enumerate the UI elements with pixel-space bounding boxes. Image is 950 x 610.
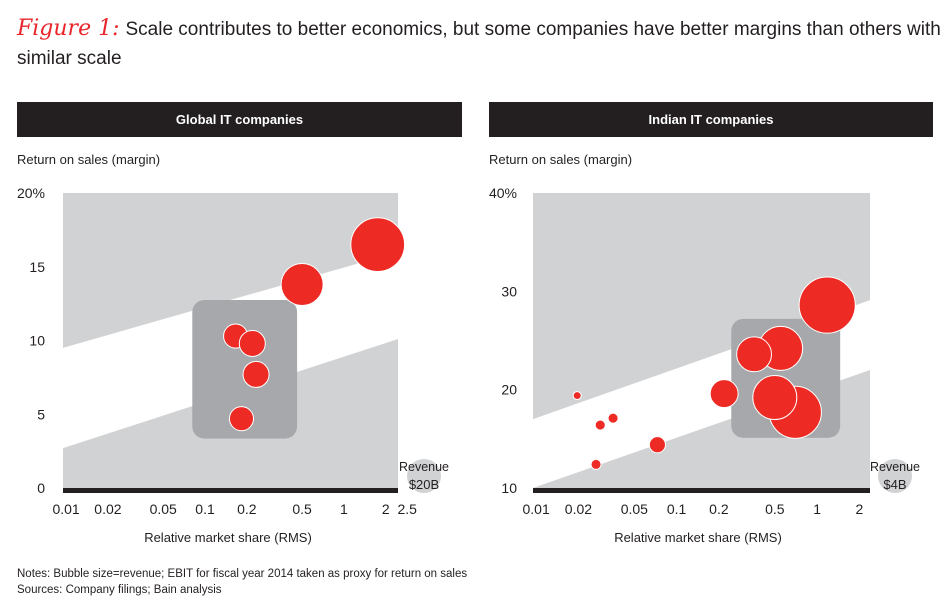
y-tick-label: 0: [37, 480, 45, 496]
y-axis-label-global: Return on sales (margin): [17, 152, 161, 167]
bubble-2: [736, 336, 773, 373]
bubble-9: [594, 419, 606, 431]
legend-value: $4B: [883, 477, 906, 492]
bubble-8: [607, 412, 619, 424]
x-tick-label: 2: [382, 501, 390, 517]
chart-indian: 10 20 30 40% 0.01 0.02 0.05 0.1 0.2 0.5 1 2 Relative…: [489, 185, 920, 545]
y-tick-label: 15: [29, 259, 45, 275]
notes: Notes: Bubble size=revenue; EBIT for fis…: [17, 566, 467, 598]
panel-header-global: Global IT companies: [17, 102, 462, 137]
x-tick-label: 2.5: [397, 501, 417, 517]
bubble-6: [648, 436, 666, 454]
x-tick-label: 1: [813, 501, 821, 517]
y-tick-label: 40%: [489, 185, 517, 201]
legend-value: $20B: [409, 477, 439, 492]
y-tick-label: 20%: [17, 185, 45, 201]
x-axis-line: [533, 488, 870, 493]
x-tick-label: 0.05: [621, 501, 648, 517]
bubble-5: [709, 379, 739, 409]
y-tick-label: 10: [29, 333, 45, 349]
legend-bubble: [407, 459, 441, 493]
x-tick-label: 0.2: [237, 501, 257, 517]
figure-title: Figure 1: Scale contributes to better eco…: [17, 14, 942, 73]
y-tick-label: 20: [501, 382, 517, 398]
x-tick-label: 0.02: [94, 501, 121, 517]
bubble-1: [280, 262, 324, 306]
panel-header-indian: Indian IT companies: [489, 102, 933, 137]
x-tick-label: 2: [855, 501, 863, 517]
bubble-4: [242, 360, 270, 388]
figure-title-text: Scale contributes to better economics, b…: [17, 19, 941, 69]
y-tick-label: 30: [501, 283, 517, 299]
bubble-5: [228, 406, 254, 432]
y-tick-label: 5: [37, 406, 45, 422]
x-tick-label: 0.5: [292, 501, 312, 517]
x-tick-label: 0.05: [150, 501, 177, 517]
x-tick-label: 0.1: [667, 501, 687, 517]
bubble-3: [238, 329, 266, 357]
legend-bubble: [878, 459, 912, 493]
x-axis-label: Relative market share (RMS): [144, 530, 312, 545]
chart-global: 0 5 10 15 20% 0.01 0.02 0.05 0.1 0.2 0.5 1 2 2.5 Relat…: [17, 185, 449, 545]
bubble-4: [752, 375, 798, 421]
x-axis-label: Relative market share (RMS): [614, 530, 782, 545]
figure-label: Figure 1:: [17, 16, 120, 41]
x-axis-line: [63, 488, 398, 493]
legend-label: Revenue: [870, 460, 920, 474]
x-tick-label: 0.01: [523, 501, 550, 517]
bubble-0: [798, 276, 856, 334]
bubble-0: [350, 217, 406, 273]
bubble-10: [590, 458, 602, 470]
x-tick-label: 0.5: [765, 501, 785, 517]
legend-label: Revenue: [399, 460, 449, 474]
x-tick-label: 0.02: [565, 501, 592, 517]
note-sources: Sources: Company filings; Bain analysis: [17, 584, 222, 596]
y-tick-label: 10: [501, 480, 517, 496]
x-tick-label: 0.1: [195, 501, 215, 517]
note-bubble-size: Notes: Bubble size=revenue; EBIT for fis…: [17, 568, 468, 580]
y-axis-label-indian: Return on sales (margin): [489, 152, 633, 167]
x-tick-label: 1: [340, 501, 348, 517]
bubble-7: [572, 391, 582, 401]
x-tick-label: 0.01: [52, 501, 79, 517]
x-tick-label: 0.2: [709, 501, 729, 517]
